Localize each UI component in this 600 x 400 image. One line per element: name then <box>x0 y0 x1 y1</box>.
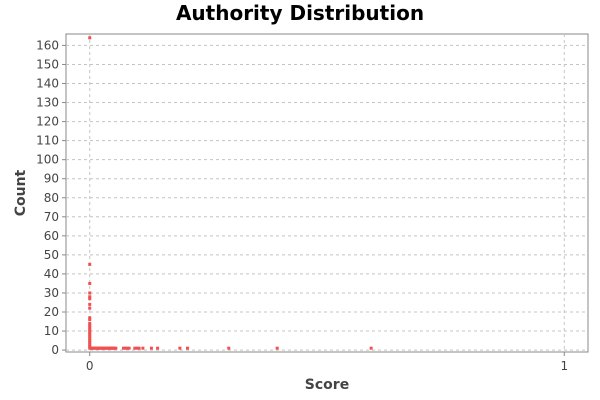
y-tick-label: 10 <box>44 324 59 338</box>
data-point <box>88 333 92 337</box>
data-point <box>88 331 92 335</box>
y-tick-label: 80 <box>44 191 59 205</box>
data-point <box>88 340 92 344</box>
data-point <box>127 346 131 350</box>
data-point <box>88 325 92 329</box>
data-point <box>123 346 127 350</box>
y-tick-label: 150 <box>36 57 59 71</box>
data-point <box>137 346 141 350</box>
data-points <box>88 36 373 350</box>
y-axis-label: Count <box>13 169 29 216</box>
data-point <box>135 346 139 350</box>
grid-lines <box>66 34 588 352</box>
data-point <box>227 346 231 350</box>
data-point <box>88 339 92 343</box>
data-point <box>88 323 92 327</box>
data-point <box>88 329 92 333</box>
y-tick-label: 130 <box>36 96 59 110</box>
data-point <box>275 346 279 350</box>
data-point <box>88 327 92 331</box>
data-point <box>88 281 92 285</box>
data-point <box>149 346 153 350</box>
data-point <box>88 262 92 266</box>
data-point <box>88 318 92 322</box>
y-tick-label: 90 <box>44 172 59 186</box>
y-tick-label: 40 <box>44 267 59 281</box>
data-point <box>185 346 189 350</box>
y-tick-label: 100 <box>36 153 59 167</box>
data-point <box>88 295 92 299</box>
y-tick-label: 30 <box>44 286 59 300</box>
y-tick-label: 120 <box>36 115 59 129</box>
data-point <box>88 36 92 40</box>
data-point <box>369 346 373 350</box>
y-tick-label: 160 <box>36 38 59 52</box>
data-point <box>121 346 125 350</box>
y-tick-label: 140 <box>36 77 59 91</box>
y-tick-label: 70 <box>44 210 59 224</box>
data-point <box>88 342 92 346</box>
y-tick-label: 110 <box>36 134 59 148</box>
y-tick-label: 60 <box>44 229 59 243</box>
data-point <box>178 346 182 350</box>
data-point <box>156 346 160 350</box>
data-point <box>88 337 92 341</box>
data-point <box>88 316 92 320</box>
data-point <box>88 297 92 301</box>
data-point <box>133 346 137 350</box>
data-point <box>88 306 92 310</box>
data-point <box>88 302 92 306</box>
axis-ticks: 0102030405060708090100110120130140150160… <box>36 38 568 373</box>
chart-title: Authority Distribution <box>176 1 424 25</box>
x-tick-label: 0 <box>86 359 94 373</box>
plot-area <box>65 33 589 353</box>
data-point <box>88 344 92 348</box>
x-tick-label: 1 <box>560 359 568 373</box>
x-axis-label: Score <box>305 377 349 393</box>
y-tick-label: 50 <box>44 248 59 262</box>
data-point <box>88 321 92 325</box>
data-point <box>125 346 129 350</box>
y-tick-label: 0 <box>51 343 59 357</box>
data-point <box>88 335 92 339</box>
data-point <box>114 346 118 350</box>
data-point <box>141 346 145 350</box>
y-tick-label: 20 <box>44 305 59 319</box>
data-point <box>88 291 92 295</box>
